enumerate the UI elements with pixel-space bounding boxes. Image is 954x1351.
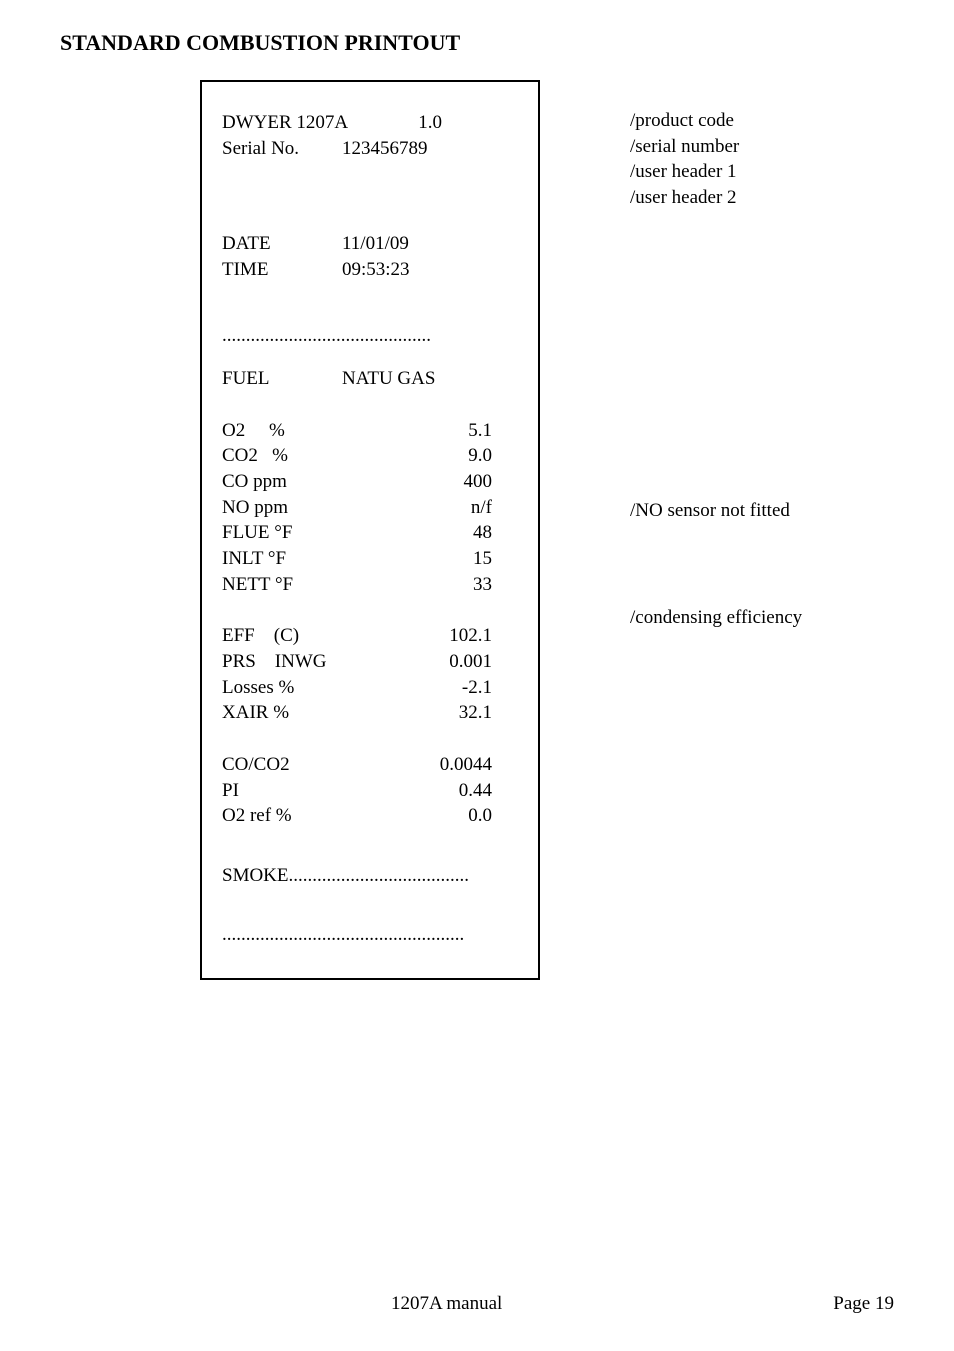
measurement-value: n/f: [342, 495, 492, 521]
serial-label: Serial No.: [222, 136, 342, 162]
footer-center: 1207A manual: [391, 1293, 502, 1315]
page-footer: 1207A manual Page 19: [60, 1293, 894, 1315]
co-row: CO/CO2 0.0044: [222, 752, 518, 778]
measurement-row: CO ppm 400: [222, 469, 518, 495]
measurement-row: FLUE °F 48: [222, 520, 518, 546]
measurement-value: 9.0: [342, 443, 492, 469]
eff-label: Losses %: [222, 675, 372, 701]
measurement-label: CO ppm: [222, 469, 342, 495]
measurements-block: O2 % 5.1 CO2 % 9.0 CO ppm 400 NO ppm n/f…: [222, 418, 518, 597]
eff-value: 32.1: [372, 700, 492, 726]
time-label: TIME: [222, 257, 342, 283]
eff-label: EFF (C): [222, 623, 372, 649]
eff-value: -2.1: [372, 675, 492, 701]
measurement-value: 400: [342, 469, 492, 495]
co-row: PI 0.44: [222, 778, 518, 804]
eff-value: 102.1: [372, 623, 492, 649]
eff-row: XAIR % 32.1: [222, 700, 518, 726]
eff-label: XAIR %: [222, 700, 372, 726]
co-label: CO/CO2: [222, 752, 372, 778]
measurement-label: O2 %: [222, 418, 342, 444]
serial-value: 123456789: [342, 136, 428, 162]
measurement-row: CO2 % 9.0: [222, 443, 518, 469]
co-label: PI: [222, 778, 372, 804]
eff-row: EFF (C) 102.1: [222, 623, 518, 649]
measurement-value: 15: [342, 546, 492, 572]
measurement-label: CO2 %: [222, 443, 342, 469]
annotation-product-code: /product code: [630, 108, 802, 134]
fuel-block: FUEL NATU GAS: [222, 366, 518, 392]
datetime-block: DATE 11/01/09 TIME 09:53:23: [222, 231, 518, 282]
measurement-value: 48: [342, 520, 492, 546]
co-value: 0.0: [372, 803, 492, 829]
content-columns: DWYER 1207A 1.0 Serial No. 123456789 DAT…: [200, 80, 894, 980]
printout-box: DWYER 1207A 1.0 Serial No. 123456789 DAT…: [200, 80, 540, 980]
product-version: 1.0: [382, 110, 442, 136]
eff-value: 0.001: [372, 649, 492, 675]
measurement-value: 5.1: [342, 418, 492, 444]
co-value: 0.44: [372, 778, 492, 804]
section-title: STANDARD COMBUSTION PRINTOUT: [60, 30, 894, 56]
serial-row: Serial No. 123456789: [222, 136, 518, 162]
fuel-label: FUEL: [222, 366, 342, 392]
co-block: CO/CO2 0.0044 PI 0.44 O2 ref % 0.0: [222, 752, 518, 829]
date-label: DATE: [222, 231, 342, 257]
divider-1: ........................................…: [222, 323, 518, 349]
measurement-label: NETT °F: [222, 572, 342, 598]
time-value: 09:53:23: [342, 257, 410, 283]
measurement-row: O2 % 5.1: [222, 418, 518, 444]
measurement-label: FLUE °F: [222, 520, 342, 546]
annotations-column: /product code /serial number /user heade…: [630, 80, 802, 631]
eff-row: PRS INWG 0.001: [222, 649, 518, 675]
co-row: O2 ref % 0.0: [222, 803, 518, 829]
annotation-no-sensor: /NO sensor not fitted: [630, 498, 802, 524]
fuel-value: NATU GAS: [342, 366, 435, 392]
measurement-label: INLT °F: [222, 546, 342, 572]
time-row: TIME 09:53:23: [222, 257, 518, 283]
eff-label: PRS INWG: [222, 649, 372, 675]
measurement-row: NETT °F 33: [222, 572, 518, 598]
co-label: O2 ref %: [222, 803, 372, 829]
annotation-spacer: [630, 211, 802, 498]
annotation-condensing-eff: /condensing efficiency: [630, 605, 802, 631]
measurement-value: 33: [342, 572, 492, 598]
annotation-user-header-2: /user header 2: [630, 185, 802, 211]
footer-page: Page 19: [833, 1293, 894, 1315]
efficiency-block: EFF (C) 102.1 PRS INWG 0.001 Losses % -2…: [222, 623, 518, 726]
co-value: 0.0044: [372, 752, 492, 778]
smoke-line: SMOKE...................................…: [222, 863, 518, 889]
product-label: DWYER 1207A: [222, 110, 382, 136]
printout-header: DWYER 1207A 1.0 Serial No. 123456789: [222, 110, 518, 161]
fuel-row: FUEL NATU GAS: [222, 366, 518, 392]
page: STANDARD COMBUSTION PRINTOUT DWYER 1207A…: [0, 0, 954, 1351]
annotation-serial-number: /serial number: [630, 134, 802, 160]
measurement-row: NO ppm n/f: [222, 495, 518, 521]
annotation-user-header-1: /user header 1: [630, 159, 802, 185]
annotation-spacer: [630, 80, 802, 108]
date-row: DATE 11/01/09: [222, 231, 518, 257]
date-value: 11/01/09: [342, 231, 409, 257]
product-row: DWYER 1207A 1.0: [222, 110, 518, 136]
eff-row: Losses % -2.1: [222, 675, 518, 701]
measurement-row: INLT °F 15: [222, 546, 518, 572]
divider-2: ........................................…: [222, 922, 518, 948]
measurement-label: NO ppm: [222, 495, 342, 521]
annotation-spacer: [630, 523, 802, 605]
